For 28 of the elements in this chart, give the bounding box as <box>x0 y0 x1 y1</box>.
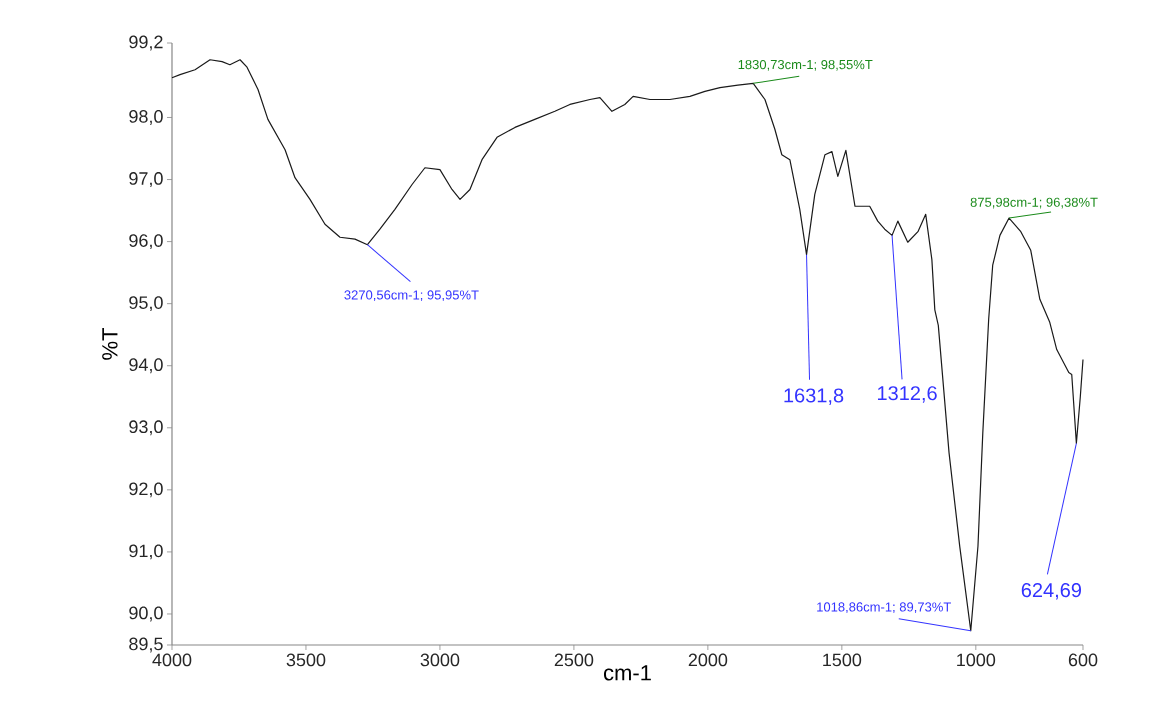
x-tick-label: 3500 <box>286 653 326 667</box>
annotation: 875,98cm-1; 96,38%T <box>970 197 1098 209</box>
y-tick-label: 95,0 <box>129 296 163 312</box>
y-tick-label: 90,0 <box>129 606 163 622</box>
y-tick-label: 96,0 <box>129 234 163 250</box>
x-tick-label: 2000 <box>688 653 728 667</box>
x-tick-label: 3000 <box>420 653 460 667</box>
y-tick-label: 98,0 <box>129 110 163 125</box>
y-tick-label: 99,2 <box>129 35 163 51</box>
y-tick-label: 97,0 <box>129 172 163 187</box>
x-tick-label: 2500 <box>554 653 594 667</box>
annotation: 1018,86cm-1; 89,73%T <box>817 602 951 614</box>
annotation: 3270,56cm-1; 95,95%T <box>344 290 479 302</box>
x-tick-label: 1500 <box>823 653 862 667</box>
x-tick-label: 4000 <box>152 653 192 667</box>
y-tick-label: 91,0 <box>129 544 163 560</box>
annotation: 1830,73cm-1; 98,55%T <box>738 59 873 71</box>
x-axis-title: cm-1 <box>603 665 651 681</box>
y-axis-title: %T <box>102 328 118 360</box>
y-tick-label: 93,0 <box>129 420 163 436</box>
annotation: 1631,8 <box>784 388 844 405</box>
annotation: 624,69 <box>1021 583 1082 600</box>
x-tick-label: 1000 <box>957 653 996 667</box>
annotation: 1312,6 <box>877 386 937 403</box>
x-tick-label: 600 <box>1068 653 1098 667</box>
y-tick-label: 89,5 <box>129 637 163 653</box>
y-tick-label: 92,0 <box>129 482 163 498</box>
y-tick-label: 94,0 <box>129 358 163 374</box>
